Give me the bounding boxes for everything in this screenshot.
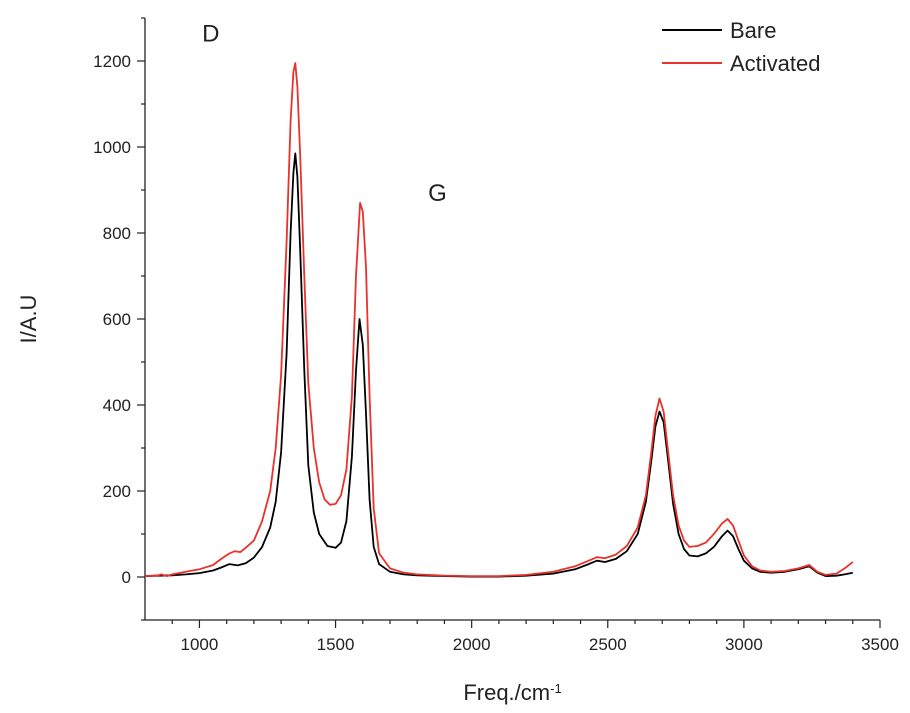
y-tick-label: 0 xyxy=(122,568,131,587)
x-axis-ticks: 1000 1500 2000 2500 3000 3500 xyxy=(171,620,899,654)
legend-label-activated: Activated xyxy=(730,51,821,76)
y-tick-label: 1200 xyxy=(93,52,131,71)
x-tick-label: 3500 xyxy=(861,635,899,654)
legend-label-bare: Bare xyxy=(730,18,776,43)
x-tick-label: 2500 xyxy=(589,635,627,654)
annotation-d-band: D xyxy=(202,21,219,48)
x-tick-label: 3000 xyxy=(725,635,763,654)
series-line-activated xyxy=(144,62,854,577)
x-axis-title-superscript: -1 xyxy=(550,681,562,696)
x-tick-label: 1000 xyxy=(181,635,219,654)
x-tick-label: 2000 xyxy=(453,635,491,654)
x-tick-label: 1500 xyxy=(317,635,355,654)
y-axis-title: I/A.U xyxy=(16,295,41,344)
legend: Bare Activated xyxy=(662,18,821,76)
y-tick-label: 1000 xyxy=(93,138,131,157)
x-axis-title: Freq./cm-1 xyxy=(463,680,561,705)
y-tick-label: 200 xyxy=(103,482,131,501)
plot-frame xyxy=(144,18,880,621)
y-tick-label: 400 xyxy=(103,396,131,415)
series-line-bare xyxy=(144,152,853,578)
x-axis-title-text: Freq./cm xyxy=(463,680,550,705)
annotation-g-band: G xyxy=(428,180,447,207)
series-layer xyxy=(144,62,854,578)
y-axis-ticks: 0 200 400 600 800 1000 1200 xyxy=(93,17,145,621)
y-tick-label: 600 xyxy=(103,310,131,329)
y-tick-label: 800 xyxy=(103,224,131,243)
